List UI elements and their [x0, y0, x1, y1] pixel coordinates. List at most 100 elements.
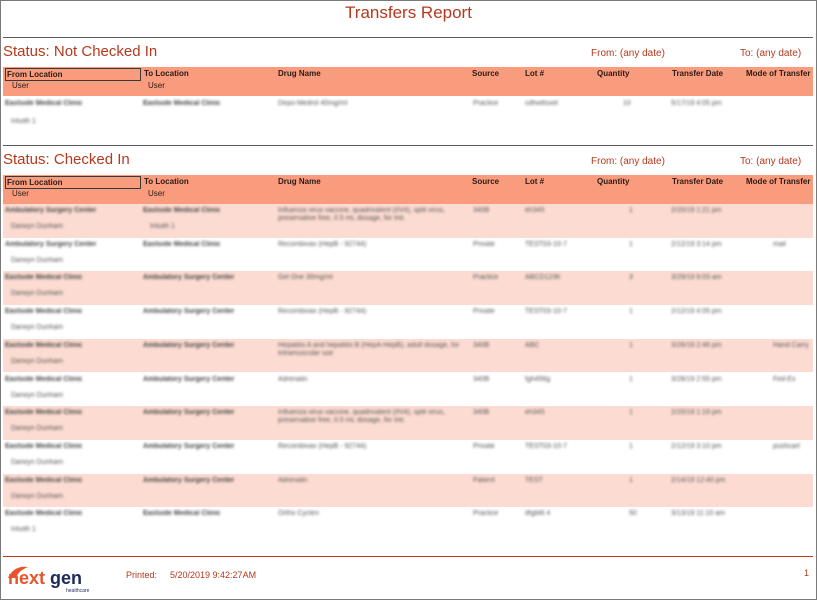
row-date: 3/13/19 11:10 am	[671, 510, 725, 518]
row-drug: Influenza virus vaccine, quadrivalent (I…	[278, 207, 445, 222]
table-header: From Location User To Location User Drug…	[3, 175, 813, 204]
row-from: Eastside Medical Clinic	[5, 100, 83, 107]
row-from-user: Intuith 1	[11, 526, 36, 534]
table-row: Eastside Medical Clinic Darwyn Dunham Ambu…	[3, 338, 813, 373]
table-row: Eastside Medical Clinic Darwyn Dunham Ambu…	[3, 305, 813, 339]
row-lot: TEST03-10-7	[525, 308, 568, 316]
row-from-user: Darwyn Dunham	[11, 458, 64, 466]
table-row: Eastside Medical Clinic Darwyn Dunham Ambu…	[3, 271, 813, 306]
row-to: Ambulatory Surgery Center	[143, 341, 235, 349]
row-from-user: Darwyn Dunham	[11, 425, 64, 433]
row-to: Ambulatory Surgery Center	[143, 308, 235, 316]
row-from-user: Intuith 1	[11, 118, 36, 125]
row-mode: pushcart	[773, 442, 800, 450]
row-source: Private	[473, 442, 495, 450]
row-drug: Adrenalin	[278, 476, 308, 484]
row-drug: Depo-Medrol 40mg/ml	[278, 100, 348, 107]
printed-label: Printed:	[126, 570, 158, 580]
row-from-user: Darwyn Dunham	[11, 391, 64, 399]
col-source: Source	[472, 177, 500, 186]
row-drug: Recombivax (HepB - 92744)	[278, 240, 367, 248]
row-date: 3/26/19 2:46 pm	[671, 341, 722, 349]
row-to: Eastside Medical Clinic	[143, 100, 221, 107]
printed-timestamp: 5/20/2019 9:42:27AM	[170, 570, 257, 580]
row-source: 340B	[473, 341, 490, 349]
row-lot: TEST	[525, 476, 543, 484]
row-lot: ABCD123K	[525, 274, 561, 282]
row-to: Eastside Medical Clinic	[143, 510, 221, 518]
row-qty: 3	[629, 274, 633, 282]
row-date: 2/20/19 1:21 pm	[671, 207, 722, 214]
section-status-checked-in: Status: Checked In	[3, 151, 130, 168]
page-number: 1	[803, 568, 809, 578]
row-from: Eastside Medical Clinic	[5, 442, 83, 450]
col-quantity: Quantity	[597, 69, 630, 78]
svg-text:healthcare: healthcare	[66, 588, 90, 594]
col-from-location: From Location	[7, 178, 63, 187]
row-date: 3/29/19 9:03 am	[671, 274, 722, 282]
row-from: Ambulatory Surgery Center	[5, 240, 97, 248]
row-to: Ambulatory Surgery Center	[143, 442, 235, 450]
row-to-user: Intuith 1	[150, 223, 175, 230]
row-drug: Adrenalin	[278, 375, 308, 383]
report-title: Transfers Report	[345, 3, 472, 22]
row-date: 2/12/19 3:14 pm	[671, 240, 722, 248]
row-date: 5/17/19 4:05 pm	[671, 100, 722, 107]
row-from-user: Darwyn Dunham	[11, 256, 64, 264]
row-qty: 1	[629, 341, 633, 349]
table-row: Eastside Medical Clinic Intuith 1 Eastside…	[3, 507, 813, 541]
row-qty: 1	[629, 308, 633, 316]
row-to: Ambulatory Surgery Center	[143, 375, 235, 383]
row-from: Eastside Medical Clinic	[5, 341, 83, 349]
row-qty: 1	[629, 442, 633, 450]
row-to: Ambulatory Surgery Center	[143, 274, 235, 282]
col-to-location: To Location	[144, 69, 189, 78]
row-date: 3/28/19 2:55 pm	[671, 375, 722, 383]
row-from: Eastside Medical Clinic	[5, 510, 83, 518]
table-header: From Location User To Location User Drug…	[3, 67, 813, 96]
row-qty: 10	[623, 100, 631, 107]
row-lot: eh345	[525, 409, 545, 417]
col-drug-name: Drug Name	[278, 69, 321, 78]
table-row: Eastside Medical Clinic Darwyn Dunham Ambu…	[3, 440, 813, 474]
section-from-date: From: (any date)	[591, 156, 665, 167]
row-source: Practice	[473, 100, 499, 107]
row-lot: eh345	[525, 207, 545, 214]
row-source: 340B	[473, 375, 490, 383]
row-mode: Fed-Ex	[773, 375, 796, 383]
table-row: Eastside Medical Clinic Darwyn Dunham Ambu…	[3, 406, 813, 440]
row-from: Ambulatory Surgery Center	[5, 207, 97, 214]
col-mode: Mode of Transfer	[746, 177, 811, 186]
row-source: Practice	[473, 274, 499, 282]
table-row: Eastside Medical Clinic Intuith 1 Eastsi…	[3, 96, 813, 140]
row-lot: TEST03-10-7	[525, 442, 568, 450]
row-qty: 1	[629, 240, 633, 248]
row-drug: Influenza virus vaccine, quadrivalent (I…	[278, 409, 445, 425]
row-mode: Hand Carry	[773, 341, 809, 349]
row-date: 2/20/19 1:19 pm	[671, 409, 722, 417]
from-location-box	[5, 68, 141, 81]
table-row: Eastside Medical Clinic Darwyn Dunham Ambu…	[3, 373, 813, 407]
col-transfer-date: Transfer Date	[672, 69, 724, 78]
row-to: Ambulatory Surgery Center	[143, 409, 235, 417]
row-qty: 50	[629, 510, 637, 518]
row-from: Eastside Medical Clinic	[5, 476, 83, 484]
row-from-user: Darwyn Dunham	[11, 357, 64, 365]
row-from: Eastside Medical Clinic	[5, 274, 83, 282]
col-from-location: From Location	[7, 70, 63, 79]
col-lot: Lot #	[525, 177, 545, 186]
row-lot: cdhwttsxet	[525, 100, 559, 107]
row-from: Eastside Medical Clinic	[5, 375, 83, 383]
row-qty: 1	[629, 375, 633, 383]
from-location-box	[5, 176, 141, 189]
col-from-user: User	[12, 81, 29, 90]
col-lot: Lot #	[525, 69, 545, 78]
row-lot: ABC	[525, 341, 540, 349]
row-mode: mail	[773, 240, 786, 248]
row-from-user: Darwyn Dunham	[11, 223, 64, 230]
row-from-user: Darwyn Dunham	[11, 492, 64, 500]
col-quantity: Quantity	[597, 177, 630, 186]
table-row: Ambulatory Surgery Center Darwyn Dunham Ea…	[3, 204, 813, 238]
footer-divider	[3, 556, 813, 557]
col-to-user: User	[148, 189, 165, 198]
